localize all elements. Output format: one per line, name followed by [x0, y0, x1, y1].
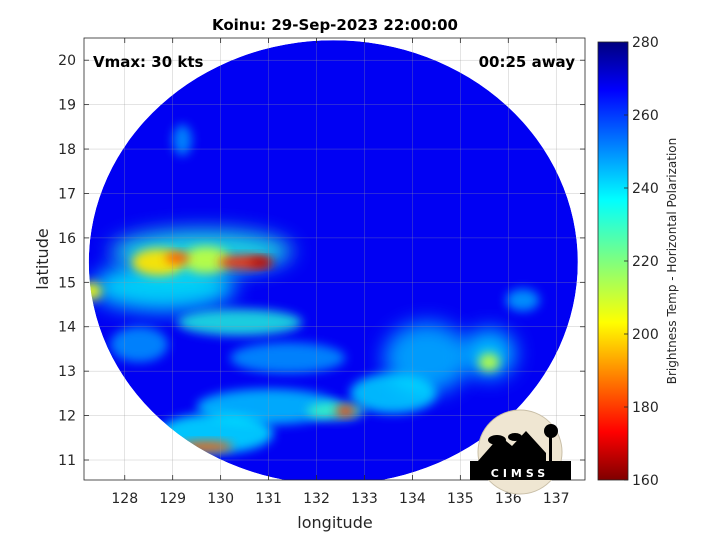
x-tick-label: 132: [303, 491, 330, 507]
brightness-feature: [165, 252, 190, 264]
swath-image: [88, 40, 578, 480]
axis-ticks: 128 129 130 131 132 133 134 135 136 137 11 12 13 14 15…: [58, 38, 585, 507]
y-axis-label: latitude: [33, 228, 52, 289]
colorbar-tick-label: 180: [632, 400, 659, 416]
brightness-feature: [88, 282, 102, 301]
colorbar: [597, 41, 629, 481]
brightness-feature: [177, 308, 303, 336]
brightness-feature: [249, 257, 274, 267]
y-tick-label: 14: [58, 320, 76, 336]
colorbar-tick-label: 260: [632, 108, 659, 124]
brightness-feature: [172, 124, 192, 156]
x-tick-label: 136: [495, 491, 522, 507]
y-tick-label: 19: [58, 98, 76, 114]
swath-layer: [88, 40, 578, 480]
brightness-feature: [350, 373, 437, 414]
brightness-feature: [91, 262, 236, 312]
y-tick-label: 16: [58, 231, 76, 247]
x-tick-label: 131: [255, 491, 282, 507]
colorbar-tick-label: 160: [632, 473, 659, 489]
plot-border: [83, 37, 586, 481]
x-tick-label: 137: [543, 491, 570, 507]
colorbar-tick-label: 200: [632, 327, 659, 343]
y-tick-label: 17: [58, 186, 76, 202]
brightness-feature: [335, 405, 355, 417]
x-tick-label: 129: [159, 491, 186, 507]
y-tick-label: 12: [58, 409, 76, 425]
x-axis-label: longitude: [297, 513, 372, 532]
cimss-logo-text: CIMSS: [491, 467, 549, 480]
vmax-annotation: Vmax: 30 kts: [93, 53, 203, 71]
y-tick-label: 13: [58, 364, 76, 380]
y-tick-label: 11: [58, 453, 76, 469]
x-tick-label: 133: [351, 491, 378, 507]
x-tick-label: 134: [399, 491, 426, 507]
y-tick-label: 15: [58, 275, 76, 291]
x-tick-label: 128: [111, 491, 138, 507]
colorbar-tick-label: 220: [632, 254, 659, 270]
grid-lines: [84, 38, 585, 480]
chart-title: Koinu: 29-Sep-2023 22:00:00: [212, 16, 458, 34]
brightness-feature: [110, 326, 168, 363]
colorbar-tick-label: 280: [632, 35, 659, 51]
y-tick-label: 18: [58, 142, 76, 158]
brightness-feature: [478, 353, 500, 372]
brightness-feature: [182, 246, 231, 274]
x-tick-label: 130: [207, 491, 234, 507]
brightness-feature: [462, 328, 516, 378]
brightness-feature: [306, 402, 365, 421]
colorbar-ticks: 160 180 200 220 240 260 280: [624, 35, 659, 489]
brightness-feature: [505, 288, 540, 312]
colorbar-label: Brightness Temp - Horizontal Polarizatio…: [665, 138, 679, 385]
x-tick-label: 135: [447, 491, 474, 507]
brightness-feature: [230, 342, 346, 374]
colorbar-tick-label: 240: [632, 181, 659, 197]
cimss-logo: CIMSS: [470, 409, 571, 495]
time-away-annotation: 00:25 away: [479, 53, 576, 71]
y-tick-label: 20: [58, 53, 76, 69]
